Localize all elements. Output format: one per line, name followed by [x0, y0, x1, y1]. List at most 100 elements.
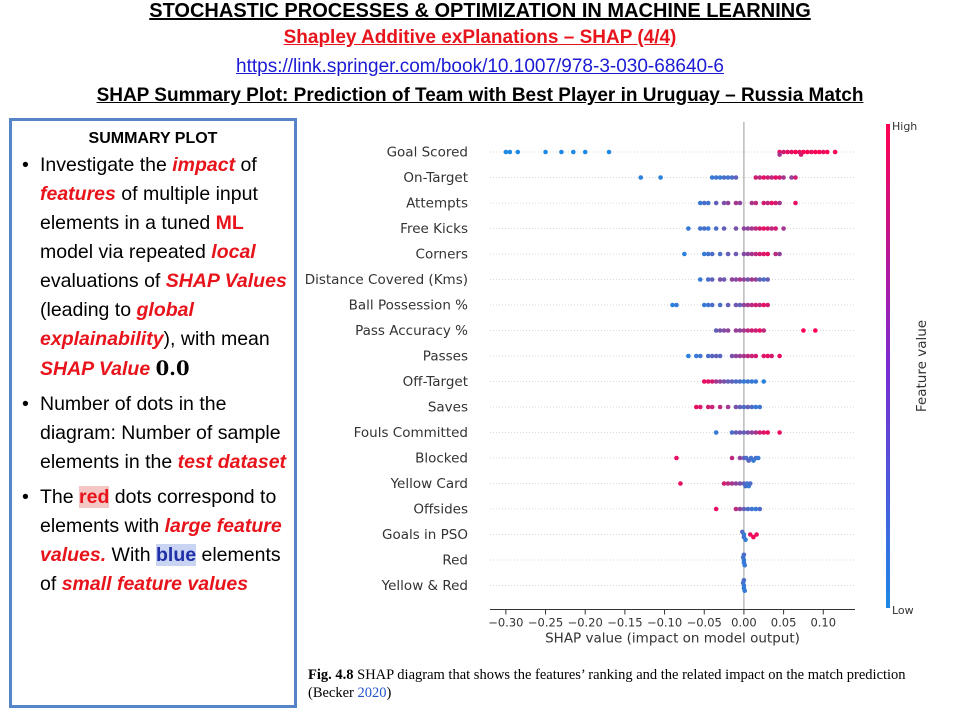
shap-point: [733, 226, 739, 231]
bullet-impact: Investigate the impact of features of mu…: [22, 151, 290, 384]
shap-point: [777, 430, 782, 435]
feature-label: Goal Scored: [387, 145, 468, 161]
colorbar: [886, 124, 890, 608]
shap-point: [745, 226, 751, 231]
shap-point: [697, 200, 703, 206]
shap-point: [753, 175, 759, 180]
shap-point: [733, 302, 739, 308]
shap-point: [749, 353, 755, 359]
shap-point: [781, 149, 786, 155]
shap-point: [705, 251, 711, 257]
shap-point: [729, 277, 735, 282]
shap-point: [793, 149, 798, 155]
emph-blue: blue: [155, 544, 197, 566]
shap-point: [765, 226, 771, 231]
shap-point: [721, 277, 727, 282]
shap-point: [694, 353, 699, 359]
shap-point: [582, 149, 588, 155]
x-tick-label: −0.30: [488, 616, 523, 630]
shap-point: [765, 175, 771, 180]
shap-point: [713, 379, 719, 384]
shap-point: [709, 251, 715, 257]
shap-point: [757, 226, 763, 231]
shap-point: [753, 353, 759, 359]
shap-point: [721, 200, 727, 206]
shap-point: [670, 302, 675, 308]
x-tick-label: −0.10: [647, 616, 682, 630]
springer-book-link[interactable]: https://link.springer.com/book/10.1007/9…: [236, 56, 724, 77]
shap-point: [741, 226, 747, 231]
shap-point: [745, 506, 751, 512]
shap-point: [737, 506, 743, 512]
shap-point: [737, 481, 743, 486]
shap-point: [741, 328, 747, 333]
colorbar-low-label: Low: [892, 604, 914, 617]
shap-point: [751, 534, 756, 540]
mean-value: 0.0: [155, 357, 190, 380]
caption-citation-link[interactable]: 2020: [357, 685, 387, 701]
shap-point: [749, 302, 755, 308]
shap-point: [713, 430, 719, 435]
shap-point: [749, 404, 755, 410]
feature-label: Corners: [416, 247, 468, 263]
shap-point: [781, 175, 786, 180]
x-tick-label: −0.25: [528, 616, 563, 630]
shap-point: [725, 328, 731, 333]
bullet-dots: Number of dots in the diagram: Number of…: [22, 390, 290, 477]
shap-point: [709, 277, 715, 282]
shap-point: [733, 200, 739, 206]
shap-point: [742, 588, 748, 593]
shap-point: [749, 277, 755, 282]
shap-point: [765, 302, 771, 308]
shap-point: [747, 532, 753, 537]
shap-point: [745, 404, 751, 410]
shap-point: [745, 430, 751, 435]
shap-point: [709, 175, 715, 180]
shap-point: [761, 200, 767, 206]
shap-point: [741, 578, 747, 583]
shap-point: [721, 379, 727, 384]
emph-features: features: [40, 183, 116, 205]
shap-point: [749, 226, 755, 231]
shap-point: [749, 430, 755, 435]
shap-point: [721, 481, 727, 486]
shap-point: [753, 404, 759, 410]
shap-point: [559, 149, 564, 155]
shap-point: [737, 277, 743, 282]
x-tick-label: 0.05: [771, 616, 797, 630]
feature-label: Goals in PSO: [382, 527, 468, 543]
shap-point: [753, 328, 759, 333]
bullet-colors: The red dots correspond to elements with…: [22, 483, 290, 599]
shap-point: [741, 353, 747, 359]
shap-point: [773, 226, 778, 231]
shap-point: [773, 200, 778, 206]
feature-label: Off-Target: [403, 374, 468, 390]
shap-point: [543, 149, 548, 155]
slide-subtitle: Shapley Additive exPlanations – SHAP (4/…: [283, 27, 677, 48]
feature-label: Distance Covered (Kms): [305, 272, 468, 288]
text-run: of: [235, 154, 257, 176]
shap-point: [753, 226, 759, 231]
shap-point: [747, 481, 753, 486]
shap-point: [761, 277, 767, 282]
shap-point: [725, 302, 731, 308]
shap-point: [789, 149, 794, 155]
shap-point: [745, 353, 751, 359]
shap-point: [729, 481, 735, 486]
shap-point: [757, 277, 763, 282]
shap-point: [761, 302, 767, 308]
shap-point: [793, 200, 798, 206]
shap-point: [701, 302, 707, 308]
shap-point: [749, 379, 755, 384]
shap-point: [745, 251, 751, 257]
shap-point: [749, 251, 755, 257]
shap-point: [816, 149, 822, 155]
shap-point: [813, 328, 818, 333]
shap-point: [733, 251, 739, 257]
shap-point: [740, 529, 745, 535]
shap-point: [781, 226, 786, 231]
feature-label: Blocked: [415, 451, 468, 467]
slide-title: STOCHASTIC PROCESSES & OPTIMIZATION IN M…: [149, 0, 811, 22]
shap-point: [753, 302, 759, 308]
colorbar-high-label: High: [892, 120, 917, 133]
